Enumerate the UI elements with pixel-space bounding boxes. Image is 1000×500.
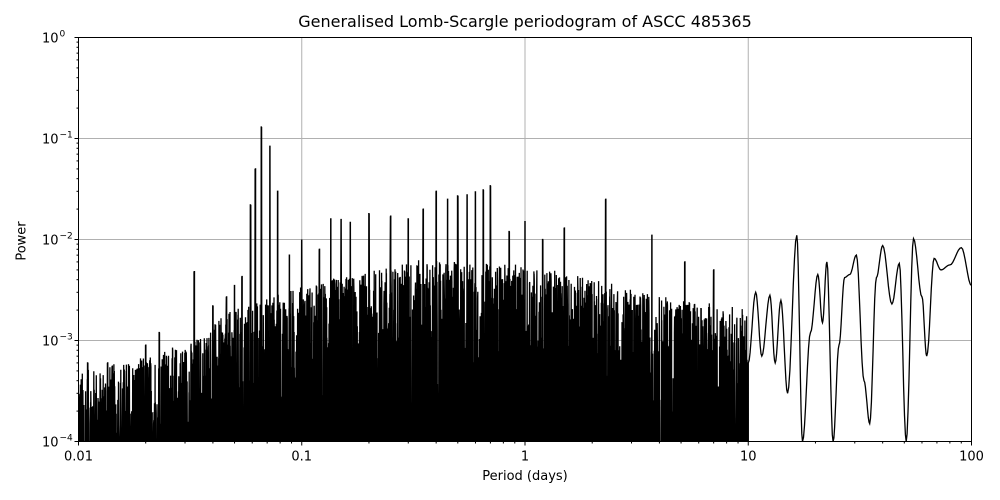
chart-title: Generalised Lomb-Scargle periodogram of …	[298, 12, 752, 31]
svg-text:10: 10	[42, 436, 59, 451]
svg-text:10: 10	[740, 450, 757, 465]
x-axis-label: Period (days)	[482, 469, 568, 484]
svg-text:10: 10	[42, 32, 59, 47]
svg-text:0.1: 0.1	[291, 450, 312, 465]
svg-text:−3: −3	[60, 333, 73, 343]
svg-text:10: 10	[42, 335, 59, 350]
svg-text:10: 10	[42, 234, 59, 249]
svg-text:0: 0	[60, 30, 66, 40]
svg-text:−4: −4	[60, 434, 74, 444]
power-series-line	[78, 126, 972, 442]
x-axis-ticks: 0.01 0.1 1 10 100	[64, 441, 984, 465]
svg-text:100: 100	[959, 450, 984, 465]
svg-text:10: 10	[42, 133, 59, 148]
svg-text:−2: −2	[60, 232, 73, 242]
svg-text:1: 1	[521, 450, 529, 465]
svg-text:−1: −1	[60, 131, 73, 141]
svg-text:0.01: 0.01	[64, 450, 93, 465]
